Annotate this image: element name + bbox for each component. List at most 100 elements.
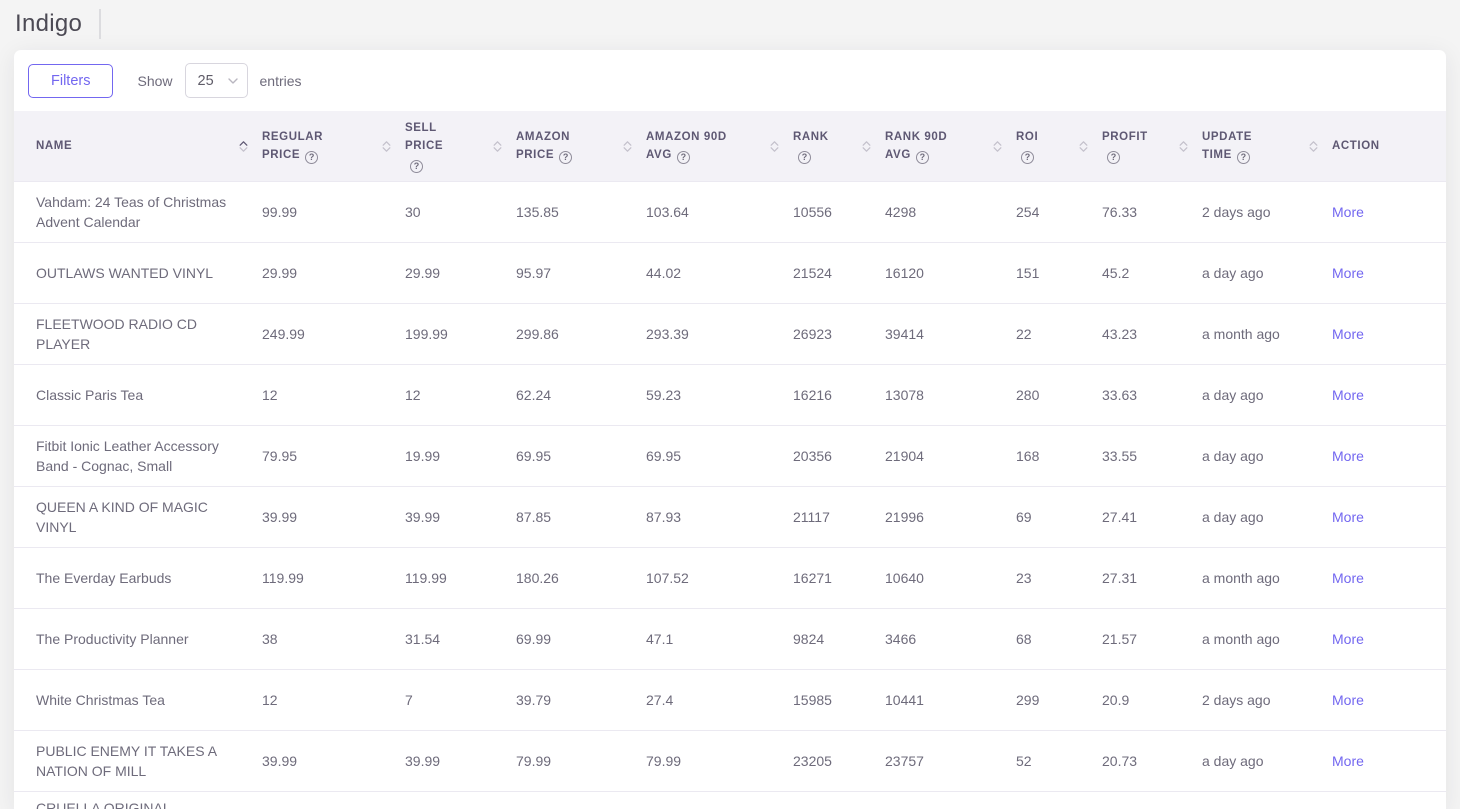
sort-desc-icon — [770, 147, 779, 152]
cell-amazon-90d-avg: 69.95 — [646, 426, 793, 487]
cell-roi: 68 — [1016, 609, 1102, 670]
column-header-label: NAME — [36, 140, 72, 152]
more-link[interactable]: More — [1332, 204, 1364, 220]
cell-amazon-price: 95.97 — [516, 243, 646, 304]
column-header[interactable]: REGULAR PRICE? — [262, 111, 405, 182]
cell-action: More — [1332, 609, 1446, 670]
more-link[interactable]: More — [1332, 753, 1364, 769]
help-icon[interactable]: ? — [410, 160, 423, 173]
more-link[interactable]: More — [1332, 692, 1364, 708]
sort-icons — [1309, 141, 1318, 152]
sort-desc-icon — [862, 147, 871, 152]
column-header[interactable]: UPDATE TIME? — [1202, 111, 1332, 182]
cell-profit: 20.9 — [1102, 670, 1202, 731]
help-icon[interactable]: ? — [916, 151, 929, 164]
help-icon[interactable]: ? — [1107, 151, 1120, 164]
cell-amazon-price: 69.99 — [516, 609, 646, 670]
cell-roi: 168 — [1016, 426, 1102, 487]
cell-name: FLEETWOOD RADIO CD PLAYER — [14, 304, 262, 365]
filters-button[interactable]: Filters — [28, 64, 113, 98]
column-header[interactable]: NAME — [14, 111, 262, 182]
cell-profit: 76.33 — [1102, 182, 1202, 243]
more-link[interactable]: More — [1332, 570, 1364, 586]
table-row: The Everday Earbuds 119.99 119.99 180.26… — [14, 548, 1446, 609]
column-header[interactable]: ROI? — [1016, 111, 1102, 182]
more-link[interactable]: More — [1332, 326, 1364, 342]
sort-desc-icon — [1309, 147, 1318, 152]
help-icon[interactable]: ? — [1021, 151, 1034, 164]
more-link[interactable]: More — [1332, 265, 1364, 281]
page-size-select[interactable]: 25 — [185, 63, 248, 98]
page-header: Indigo — [0, 0, 1460, 50]
column-header-label: PROFIT — [1102, 131, 1148, 143]
cell-amazon-price: 299.86 — [516, 304, 646, 365]
table-row: Classic Paris Tea 12 12 62.24 59.23 1621… — [14, 365, 1446, 426]
sort-asc-icon — [493, 141, 502, 146]
cell-roi: 280 — [1016, 365, 1102, 426]
cell-roi: 151 — [1016, 243, 1102, 304]
sort-asc-icon — [1179, 141, 1188, 146]
sort-icons — [993, 141, 1002, 152]
sort-desc-icon — [382, 147, 391, 152]
cell-update-time: a day ago — [1202, 426, 1332, 487]
column-header[interactable]: RANK 90D AVG? — [885, 111, 1016, 182]
sort-desc-icon — [1079, 147, 1088, 152]
cell-sell-price: 29.99 — [405, 243, 516, 304]
entries-label: entries — [260, 73, 302, 89]
help-icon[interactable]: ? — [305, 151, 318, 164]
cell-name: The Everday Earbuds — [14, 548, 262, 609]
cell-update-time: 2 days ago — [1202, 182, 1332, 243]
column-header[interactable]: PROFIT? — [1102, 111, 1202, 182]
sort-asc-icon — [623, 141, 632, 146]
cell-action: More — [1332, 731, 1446, 792]
help-icon[interactable]: ? — [1237, 151, 1250, 164]
more-link[interactable]: More — [1332, 448, 1364, 464]
cell-profit: 45.2 — [1102, 243, 1202, 304]
chevron-down-icon — [228, 78, 238, 84]
cell-rank: 16271 — [793, 548, 885, 609]
cell-name: Vahdam: 24 Teas of Christmas Advent Cale… — [14, 182, 262, 243]
products-card: Filters Show 25 entries NAME — [14, 50, 1446, 809]
more-link[interactable]: More — [1332, 387, 1364, 403]
column-header[interactable]: AMAZON PRICE? — [516, 111, 646, 182]
page-title: Indigo — [15, 10, 82, 38]
cell-roi: 23 — [1016, 548, 1102, 609]
cell-action: More — [1332, 365, 1446, 426]
cell-update-time: a month ago — [1202, 609, 1332, 670]
column-header-label: ACTION — [1332, 140, 1380, 152]
cell-rank: 10556 — [793, 182, 885, 243]
more-link[interactable]: More — [1332, 631, 1364, 647]
column-header[interactable]: AMAZON 90D AVG? — [646, 111, 793, 182]
cell-profit: 21.57 — [1102, 609, 1202, 670]
help-icon[interactable]: ? — [798, 151, 811, 164]
table-row: Fitbit Ionic Leather Accessory Band - Co… — [14, 426, 1446, 487]
cell-name: The Productivity Planner — [14, 609, 262, 670]
sort-desc-icon — [623, 147, 632, 152]
cell-rank-90d-avg: 39414 — [885, 304, 1016, 365]
sort-icons — [770, 141, 779, 152]
cell-sell-price: 199.99 — [405, 304, 516, 365]
cell-roi — [1016, 792, 1102, 809]
cell-regular-price — [262, 792, 405, 809]
sort-icons — [1179, 141, 1188, 152]
page-size-value: 25 — [198, 73, 214, 89]
sort-asc-icon — [1309, 141, 1318, 146]
column-header[interactable]: RANK? — [793, 111, 885, 182]
cell-regular-price: 12 — [262, 670, 405, 731]
sort-icons — [1079, 141, 1088, 152]
cell-name: OUTLAWS WANTED VINYL — [14, 243, 262, 304]
help-icon[interactable]: ? — [559, 151, 572, 164]
cell-rank: 21524 — [793, 243, 885, 304]
cell-regular-price: 99.99 — [262, 182, 405, 243]
cell-regular-price: 79.95 — [262, 426, 405, 487]
cell-amazon-90d-avg: 107.52 — [646, 548, 793, 609]
cell-regular-price: 39.99 — [262, 487, 405, 548]
more-link[interactable]: More — [1332, 509, 1364, 525]
cell-sell-price: 39.99 — [405, 487, 516, 548]
sort-desc-icon — [493, 147, 502, 152]
show-label: Show — [137, 73, 172, 89]
help-icon[interactable]: ? — [677, 151, 690, 164]
sort-desc-icon — [993, 147, 1002, 152]
cell-amazon-price: 39.79 — [516, 670, 646, 731]
column-header[interactable]: SELL PRICE? — [405, 111, 516, 182]
